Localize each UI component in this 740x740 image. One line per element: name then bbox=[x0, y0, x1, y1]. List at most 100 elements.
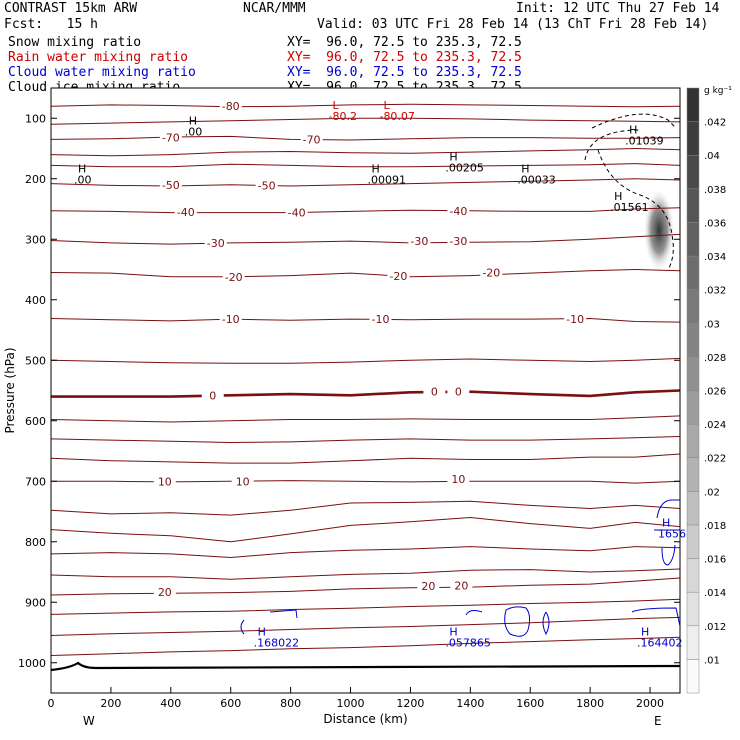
isotherm-label-bg bbox=[219, 313, 242, 326]
colorbar-swatch bbox=[686, 491, 700, 526]
colorbar-swatch bbox=[686, 659, 700, 694]
y-tick-label: 800 bbox=[25, 536, 46, 549]
colorbar-tick-label: .028 bbox=[704, 353, 726, 364]
isotherm-label-bg bbox=[285, 206, 308, 219]
isotherm-label: 0 bbox=[431, 386, 438, 399]
colorbar-swatch bbox=[686, 87, 700, 122]
y-tick-label: 200 bbox=[25, 173, 46, 186]
extremum-value: 1656 bbox=[658, 528, 686, 541]
colorbar-tick-label: .014 bbox=[704, 588, 726, 599]
x-tick-label: 800 bbox=[280, 697, 301, 710]
isotherm-label: -10 bbox=[371, 313, 389, 326]
extremum-symbol: H bbox=[189, 114, 197, 127]
extremum-value: .00033 bbox=[517, 174, 556, 187]
field-cloudwater-name: Cloud water mixing ratio bbox=[8, 65, 196, 80]
colorbar-swatch bbox=[686, 289, 700, 324]
isotherm-label-bg bbox=[159, 178, 182, 191]
isotherm-label-bg bbox=[153, 585, 176, 598]
isotherm-label: 20 bbox=[158, 586, 172, 599]
colorbar-swatch bbox=[686, 356, 700, 391]
y-tick-label: 900 bbox=[25, 596, 46, 609]
extremum-symbol: H bbox=[449, 626, 457, 639]
snow-contour bbox=[584, 113, 677, 271]
isotherm-label: -20 bbox=[389, 270, 407, 283]
isotherm-label: -40 bbox=[449, 205, 467, 218]
y-tick-label: 500 bbox=[25, 354, 46, 367]
isotherm-line bbox=[50, 546, 681, 559]
cloud-ice-shading bbox=[644, 190, 675, 271]
cloud-water-contour bbox=[465, 606, 681, 637]
isotherm-label-bg bbox=[174, 206, 197, 219]
extremum-value: .168022 bbox=[254, 637, 300, 650]
isotherm-line bbox=[51, 389, 681, 398]
isotherm-label: -40 bbox=[288, 207, 306, 220]
colorbar-swatch bbox=[686, 255, 700, 290]
isotherm-label: 10 bbox=[158, 475, 172, 488]
isotherm-label: -10 bbox=[222, 313, 240, 326]
extremum-value: .057865 bbox=[445, 637, 491, 650]
x-tick-label: 1800 bbox=[576, 697, 604, 710]
isotherm-label: -70 bbox=[162, 132, 180, 145]
isotherm-label: 10 bbox=[236, 475, 250, 488]
isotherm-label: -70 bbox=[303, 133, 321, 146]
isotherm-label-bg bbox=[222, 270, 245, 283]
colorbar-tick-label: .032 bbox=[704, 286, 726, 297]
isotherm-label-bg bbox=[369, 313, 392, 326]
isotherm-label: -20 bbox=[482, 267, 500, 280]
extremum-value: .01561 bbox=[610, 201, 649, 214]
cloud-water-contour bbox=[240, 609, 298, 635]
colorbar-tick-label: .038 bbox=[704, 185, 726, 196]
isotherm-line bbox=[50, 568, 681, 580]
isotherm-label-bg bbox=[447, 235, 470, 248]
x-tick-label: 200 bbox=[100, 697, 121, 710]
isotherm-label: -50 bbox=[258, 179, 276, 192]
isotherm-label: -10 bbox=[566, 313, 584, 326]
extremum-symbol: H bbox=[662, 517, 670, 530]
colorbar-swatch bbox=[686, 457, 700, 492]
extremum-symbol: H bbox=[629, 123, 637, 136]
x-tick-label: 1000 bbox=[337, 697, 365, 710]
colorbar-swatch bbox=[686, 625, 700, 660]
x-tick-label: 1600 bbox=[516, 697, 544, 710]
org-label: NCAR/MMM bbox=[243, 1, 306, 16]
y-tick-label: 300 bbox=[25, 233, 46, 246]
isotherm-line bbox=[50, 516, 681, 543]
colorbar-swatch bbox=[686, 121, 700, 156]
field-snow-xy: XY= 96.0, 72.5 to 235.3, 72.5 bbox=[287, 35, 522, 50]
isotherm-line bbox=[50, 357, 681, 364]
isotherm-label-bg bbox=[153, 475, 176, 488]
y-tick-label: 700 bbox=[25, 475, 46, 488]
y-tick-label: 400 bbox=[25, 294, 46, 307]
field-snow-name: Snow mixing ratio bbox=[8, 35, 142, 50]
x-tick-label: 0 bbox=[48, 697, 55, 710]
isotherm-line bbox=[50, 616, 681, 636]
isotherm-label: 0 bbox=[455, 386, 462, 399]
x-axis-label: Distance (km) bbox=[323, 712, 407, 726]
y-tick-label: 600 bbox=[25, 415, 46, 428]
colorbar-tick-label: .016 bbox=[704, 555, 726, 566]
extremum-symbol: H bbox=[521, 163, 529, 176]
isotherm-label-bg bbox=[300, 133, 323, 146]
colorbar-tick-label: .02 bbox=[704, 487, 720, 498]
isotherm-label: -30 bbox=[449, 235, 467, 248]
colorbar-tick-label: .034 bbox=[704, 252, 726, 263]
colorbar-swatch bbox=[686, 423, 700, 458]
plot-area: -80 -70 -70 -50 -50 -40 -40 -40 -30 -30 -30 -20 -20 -… bbox=[50, 88, 681, 693]
extremum-symbol: L bbox=[333, 99, 340, 112]
x-tick-label: 400 bbox=[160, 697, 181, 710]
isotherm-label-bg bbox=[204, 236, 227, 249]
field-cloudwater-xy: XY= 96.0, 72.5 to 235.3, 72.5 bbox=[287, 65, 522, 80]
colorbar-swatch bbox=[686, 323, 700, 358]
isotherm-label-bg bbox=[219, 100, 242, 113]
isotherm-label-bg bbox=[450, 579, 473, 592]
isotherm-label: -30 bbox=[207, 237, 225, 250]
isotherm-line bbox=[50, 117, 681, 125]
colorbar-tick-label: .018 bbox=[704, 521, 726, 532]
colorbar-swatch bbox=[686, 591, 700, 627]
isotherm-line bbox=[50, 103, 681, 108]
isotherm-label-bg bbox=[447, 204, 470, 217]
isotherm-label: 10 bbox=[451, 473, 465, 486]
isotherm-label-bg bbox=[387, 270, 410, 283]
